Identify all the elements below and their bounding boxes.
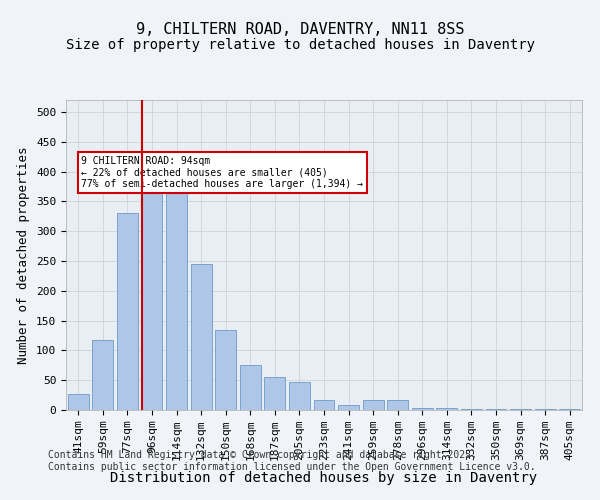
Bar [412,408,433,410]
Bar [240,366,261,410]
Bar [485,409,506,410]
Bar [461,409,482,410]
Bar [314,400,334,410]
Bar [387,400,408,410]
Bar [436,408,457,410]
Bar [338,405,359,410]
X-axis label: Distribution of detached houses by size in Daventry: Distribution of detached houses by size … [110,472,538,486]
Bar [68,394,89,410]
Bar [265,377,286,410]
Bar [166,190,187,410]
Text: 9 CHILTERN ROAD: 94sqm
← 22% of detached houses are smaller (405)
77% of semi-de: 9 CHILTERN ROAD: 94sqm ← 22% of detached… [82,156,364,189]
Bar [362,400,383,410]
Text: 9, CHILTERN ROAD, DAVENTRY, NN11 8SS: 9, CHILTERN ROAD, DAVENTRY, NN11 8SS [136,22,464,38]
Bar [289,382,310,410]
Bar [559,409,580,410]
Bar [117,214,138,410]
Bar [92,340,113,410]
Bar [142,176,163,410]
Y-axis label: Number of detached properties: Number of detached properties [17,146,31,364]
Bar [191,264,212,410]
Bar [215,330,236,410]
Text: Size of property relative to detached houses in Daventry: Size of property relative to detached ho… [65,38,535,52]
Text: Contains HM Land Registry data © Crown copyright and database right 2025.
Contai: Contains HM Land Registry data © Crown c… [48,450,536,471]
